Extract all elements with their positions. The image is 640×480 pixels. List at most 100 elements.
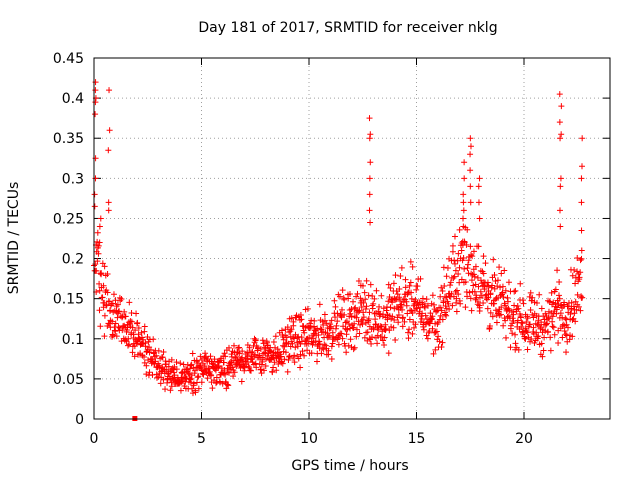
- data-point: [162, 386, 168, 392]
- data-point: [134, 320, 140, 326]
- data-point: [101, 333, 107, 339]
- data-point: [509, 330, 515, 336]
- data-point: [577, 308, 583, 314]
- data-point: [411, 325, 417, 331]
- data-point: [511, 289, 517, 295]
- data-point: [388, 304, 394, 310]
- data-point: [557, 223, 563, 229]
- data-point: [272, 345, 278, 351]
- data-point: [468, 199, 474, 205]
- data-point: [208, 353, 214, 359]
- data-point: [557, 183, 563, 189]
- data-point: [355, 309, 361, 315]
- data-point: [483, 260, 489, 266]
- data-point: [547, 334, 553, 340]
- plot-frame: [94, 58, 610, 419]
- data-point: [379, 334, 385, 340]
- data-point: [217, 379, 223, 385]
- data-point: [552, 332, 558, 338]
- data-point: [467, 135, 473, 141]
- data-point: [332, 304, 338, 310]
- data-point: [457, 227, 463, 233]
- data-point: [397, 273, 403, 279]
- data-point: [301, 353, 307, 359]
- data-point: [467, 183, 473, 189]
- data-points: [91, 79, 585, 421]
- data-point: [578, 175, 584, 181]
- data-point: [129, 310, 135, 316]
- data-point: [336, 342, 342, 348]
- data-point: [340, 287, 346, 293]
- data-point: [367, 219, 373, 225]
- data-point: [291, 352, 297, 358]
- data-point: [364, 303, 370, 309]
- data-point: [579, 135, 585, 141]
- data-point: [367, 131, 373, 137]
- data-point: [438, 344, 444, 350]
- data-point: [392, 337, 398, 343]
- data-point: [126, 299, 132, 305]
- data-point: [344, 327, 350, 333]
- data-point: [329, 317, 335, 323]
- data-point: [503, 335, 509, 341]
- data-point: [195, 374, 201, 380]
- data-point: [579, 248, 585, 254]
- data-point: [297, 364, 303, 370]
- data-point: [541, 335, 547, 341]
- data-point: [285, 369, 291, 375]
- x-tick-label: 20: [515, 431, 533, 447]
- data-point: [404, 303, 410, 309]
- data-point: [476, 243, 482, 249]
- data-point: [329, 356, 335, 362]
- data-point: [579, 227, 585, 233]
- data-point: [450, 249, 456, 255]
- data-point: [481, 253, 487, 259]
- tick-labels: 00.050.10.150.20.250.30.350.40.450 5 10 15 2…: [53, 51, 533, 447]
- data-point: [292, 359, 298, 365]
- x-tick-label: 15: [408, 431, 426, 447]
- data-point: [270, 364, 276, 370]
- data-point: [459, 247, 465, 253]
- data-point: [107, 127, 113, 133]
- data-point: [467, 243, 473, 249]
- data-point: [273, 333, 279, 339]
- scatter-chart: Day 181 of 2017, SRMTID for receiver nkl…: [0, 0, 640, 480]
- data-point: [374, 340, 380, 346]
- data-point: [348, 336, 354, 342]
- data-point: [119, 314, 125, 320]
- data-point: [477, 215, 483, 221]
- data-point: [133, 310, 139, 316]
- data-point: [435, 333, 441, 339]
- x-tick-label: 0: [90, 431, 99, 447]
- data-point: [141, 329, 147, 335]
- data-point: [548, 348, 554, 354]
- data-point: [460, 215, 466, 221]
- data-point: [161, 349, 167, 355]
- data-point: [539, 305, 545, 311]
- data-point: [465, 262, 471, 268]
- data-point: [501, 267, 507, 273]
- data-point: [391, 280, 397, 286]
- data-point: [469, 277, 475, 283]
- data-point: [343, 349, 349, 355]
- data-point: [571, 267, 577, 273]
- data-point: [558, 103, 564, 109]
- data-point: [468, 271, 474, 277]
- data-point: [95, 230, 101, 236]
- gridlines: [94, 58, 610, 419]
- data-point: [314, 358, 320, 364]
- data-point: [557, 135, 563, 141]
- data-point: [367, 135, 373, 141]
- data-point: [158, 380, 164, 386]
- data-point: [467, 151, 473, 157]
- data-point: [92, 111, 98, 117]
- data-point: [512, 288, 518, 294]
- data-point: [518, 314, 524, 320]
- data-point: [93, 155, 99, 161]
- data-point: [460, 199, 466, 205]
- data-point: [444, 273, 450, 279]
- data-point: [452, 234, 458, 240]
- y-tick-label: 0.3: [62, 171, 84, 187]
- data-point: [494, 320, 500, 326]
- data-point: [199, 379, 205, 385]
